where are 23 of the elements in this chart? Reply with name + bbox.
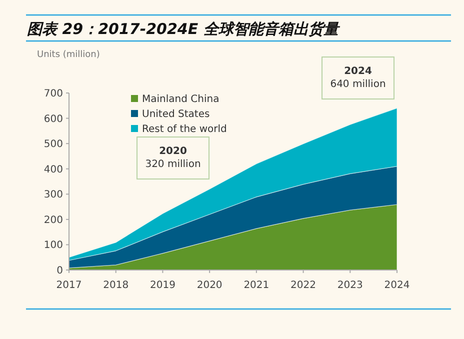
y-tick-label: 600 — [44, 114, 63, 125]
x-tick-label: 2017 — [56, 280, 82, 291]
y-tick-label: 200 — [44, 214, 63, 226]
chart-title: 图表 29：2017-2024E 全球智能音箱出货量 — [27, 20, 340, 38]
x-tick-label: 2022 — [290, 280, 316, 291]
x-tick-label: 2019 — [150, 280, 176, 291]
x-tick-label: 2024 — [384, 280, 410, 291]
y-tick-label: 300 — [44, 190, 63, 201]
legend-label: Rest of the world — [142, 124, 227, 135]
y-tick-label: 700 — [44, 88, 63, 100]
x-tick-label: 2020 — [196, 280, 222, 291]
x-tick-label: 2023 — [337, 280, 363, 291]
legend-label: Mainland China — [142, 94, 220, 105]
legend-label: United States — [142, 109, 210, 120]
y-tick-label: 400 — [44, 164, 63, 176]
annotation: 2020 320 million — [145, 146, 201, 170]
x-tick-label: 2018 — [103, 280, 129, 291]
y-tick-label: 0 — [56, 266, 63, 276]
x-tick-label: 2021 — [244, 280, 270, 291]
y-tick-label: 500 — [44, 139, 63, 150]
text: 2024 640 million — [330, 66, 386, 90]
y-tick-label: 100 — [44, 240, 63, 252]
y-axis-title: Units (million) — [37, 50, 100, 60]
